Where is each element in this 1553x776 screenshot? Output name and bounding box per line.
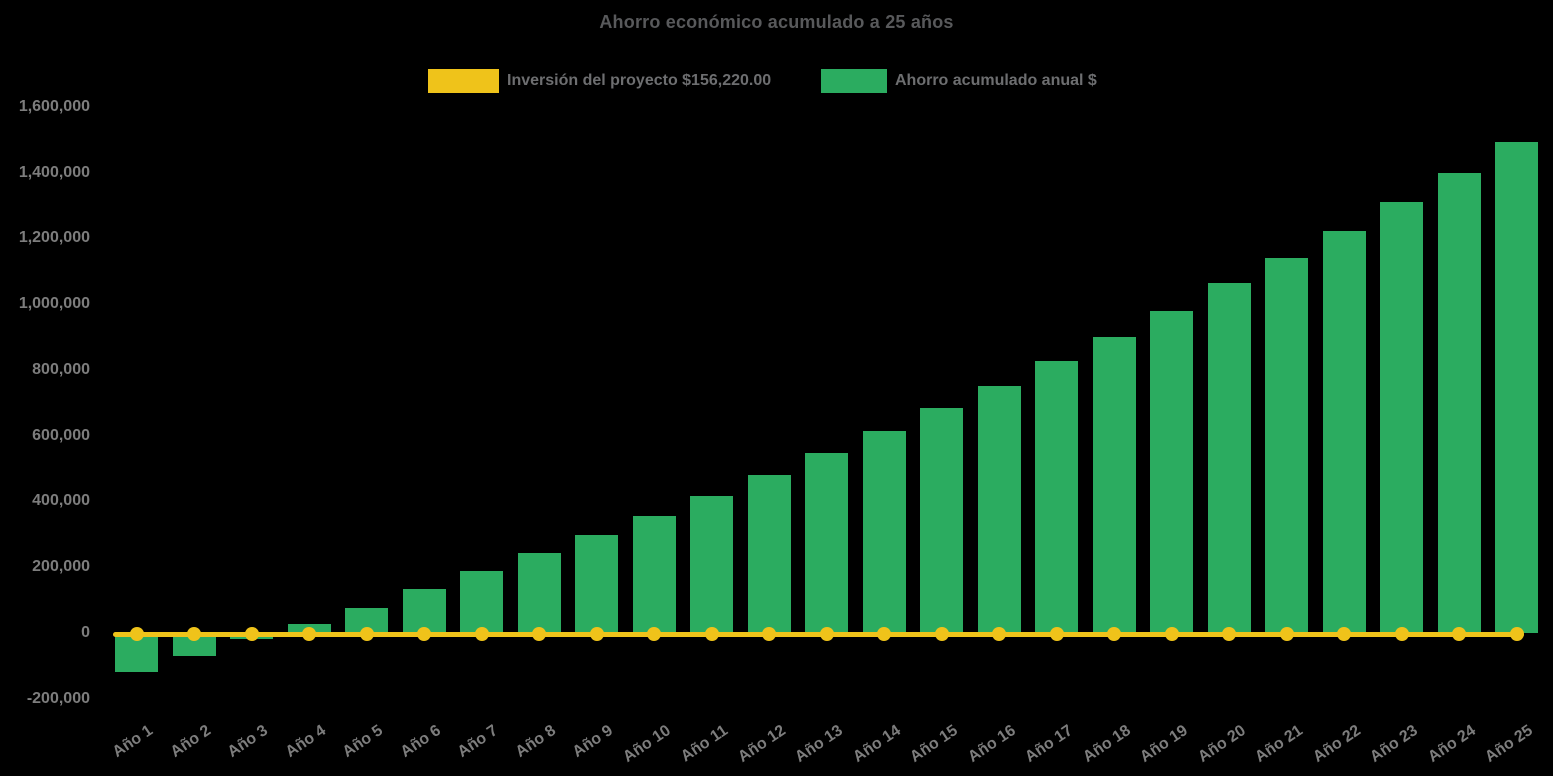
bar-ano-19 <box>1150 311 1194 633</box>
x-tick-label: Año 9 <box>569 722 617 761</box>
y-tick-label: 200,000 <box>32 558 90 576</box>
x-tick-label: Año 8 <box>512 722 559 761</box>
x-tick-label: Año 1 <box>109 722 157 761</box>
bar-ano-21 <box>1265 257 1309 633</box>
line-point-marker <box>129 627 144 641</box>
line-point-marker <box>532 627 547 641</box>
legend-swatch-ahorro <box>821 69 887 93</box>
line-point-marker <box>934 627 949 641</box>
y-tick-label: 800,000 <box>32 360 90 378</box>
bar-ano-12 <box>747 474 791 633</box>
x-tick-label: Año 13 <box>792 722 847 766</box>
line-point-marker <box>1222 627 1237 641</box>
line-point-marker <box>1049 627 1064 641</box>
bar-ano-15 <box>920 407 964 633</box>
x-tick-label: Año 10 <box>619 722 674 766</box>
bar-ano-17 <box>1035 361 1079 633</box>
x-tick-label: Año 23 <box>1367 722 1422 766</box>
line-point-marker <box>877 627 892 641</box>
line-point-marker <box>187 627 202 641</box>
legend-swatch-inversion <box>428 69 499 93</box>
bar-ano-20 <box>1207 283 1251 633</box>
x-tick-label: Año 24 <box>1424 722 1479 766</box>
line-point-marker <box>359 627 374 641</box>
bar-ano-8 <box>517 552 561 633</box>
line-point-marker <box>589 627 604 641</box>
y-tick-label: 600,000 <box>32 426 90 444</box>
line-point-marker <box>1164 627 1179 641</box>
x-tick-label: Año 3 <box>224 722 272 761</box>
x-tick-label: Año 6 <box>397 722 444 761</box>
line-point-marker <box>1279 627 1294 641</box>
bar-ano-23 <box>1380 202 1424 633</box>
bar-ano-9 <box>575 534 619 633</box>
x-tick-label: Año 15 <box>907 722 962 766</box>
legend-label-ahorro: Ahorro acumulado anual $ <box>895 72 1097 89</box>
x-tick-label: Año 17 <box>1022 722 1077 766</box>
y-tick-label: 1,200,000 <box>18 229 90 247</box>
x-tick-label: Año 22 <box>1309 722 1364 766</box>
line-point-marker <box>302 627 317 641</box>
y-tick-label: 400,000 <box>32 492 90 510</box>
y-tick-label: 0 <box>81 624 90 641</box>
x-tick-label: Año 18 <box>1079 722 1134 766</box>
line-point-marker <box>1509 627 1524 641</box>
bar-ano-16 <box>977 386 1021 633</box>
line-point-marker <box>647 627 662 641</box>
bar-ano-14 <box>862 431 906 633</box>
chart-title: Ahorro económico acumulado a 25 años <box>599 12 954 32</box>
line-point-marker <box>1394 627 1409 641</box>
bar-ano-7 <box>460 571 504 633</box>
y-tick-label: 1,400,000 <box>18 163 90 181</box>
line-point-marker <box>1337 627 1352 641</box>
x-tick-label: Año 2 <box>167 722 214 761</box>
line-point-marker <box>244 627 259 641</box>
y-tick-label: 1,600,000 <box>18 97 90 115</box>
line-point-marker <box>762 627 777 641</box>
line-point-marker <box>1107 627 1122 641</box>
x-tick-label: Año 11 <box>678 722 732 766</box>
bar-ano-2 <box>172 633 216 656</box>
y-tick-label: -200,000 <box>26 689 90 707</box>
x-tick-label: Año 4 <box>282 722 329 761</box>
x-tick-label: Año 16 <box>964 722 1019 766</box>
x-tick-label: Año 25 <box>1482 722 1537 766</box>
line-point-marker <box>819 627 834 641</box>
x-tick-label: Año 12 <box>734 722 789 766</box>
legend-label-inversion: Inversión del proyecto $156,220.00 <box>507 72 772 89</box>
x-tick-label: Año 7 <box>454 722 502 761</box>
line-point-marker <box>1452 627 1467 641</box>
bar-ano-11 <box>690 495 734 633</box>
line-point-marker <box>992 627 1007 641</box>
x-tick-label: Año 21 <box>1252 722 1307 766</box>
x-tick-label: Año 20 <box>1194 722 1249 766</box>
investment-line <box>113 631 1524 637</box>
bar-ano-25 <box>1495 142 1539 633</box>
line-point-marker <box>474 627 489 641</box>
x-tick-label: Año 5 <box>339 722 387 761</box>
bar-ano-13 <box>805 452 849 633</box>
bar-ano-6 <box>402 589 446 633</box>
y-tick-label: 1,000,000 <box>18 295 90 312</box>
bar-ano-18 <box>1092 337 1136 633</box>
line-point-marker <box>704 627 719 641</box>
x-tick-label: Año 14 <box>849 722 904 766</box>
x-tick-label: Año 19 <box>1137 722 1192 766</box>
bar-ano-24 <box>1437 172 1481 633</box>
bar-ano-10 <box>632 515 676 633</box>
line-point-marker <box>417 627 432 641</box>
bar-ano-22 <box>1322 231 1366 633</box>
